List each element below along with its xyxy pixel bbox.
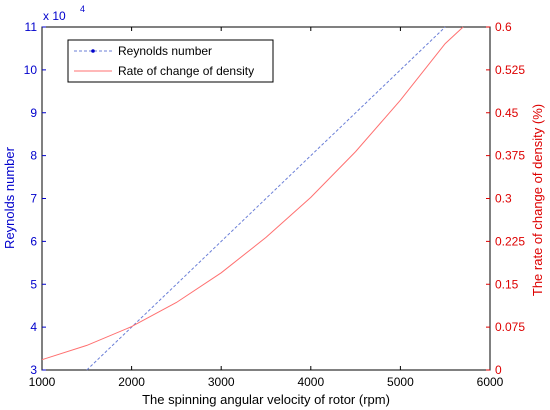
left-y-axis-label: Reynolds number bbox=[2, 146, 17, 249]
series-line-reynolds bbox=[86, 26, 446, 371]
left-axis-exponent: x 10 4 bbox=[43, 4, 85, 23]
right-tick-label: 0.525 bbox=[495, 63, 525, 77]
right-tick-label: 0.45 bbox=[495, 106, 519, 120]
left-tick-label: 9 bbox=[30, 106, 37, 120]
series-layer bbox=[41, 26, 464, 371]
x-tick-label: 5000 bbox=[387, 375, 414, 389]
tick-labels: 1000 2000 3000 4000 5000 6000 3 4 5 6 7 8 9 10 11 0 0.07… bbox=[24, 20, 526, 389]
x-tick-label: 3000 bbox=[208, 375, 235, 389]
left-tick-label: 3 bbox=[30, 363, 37, 377]
legend-label-reynolds: Reynolds number bbox=[118, 44, 212, 58]
left-axis-exponent-power: 4 bbox=[80, 4, 85, 14]
plot-background bbox=[41, 26, 491, 371]
right-tick-label: 0.225 bbox=[495, 234, 525, 248]
x-axis-label: The spinning angular velocity of rotor (… bbox=[142, 392, 390, 407]
left-axis-exponent-base: x 10 bbox=[43, 9, 66, 23]
left-tick-label: 10 bbox=[24, 63, 38, 77]
legend-box bbox=[67, 39, 274, 83]
right-tick-label: 0 bbox=[495, 363, 502, 377]
legend-label-density: Rate of change of density bbox=[118, 64, 254, 78]
left-tick-label: 11 bbox=[25, 20, 38, 34]
right-tick-label: 0.075 bbox=[495, 320, 525, 334]
legend-marker-reynolds bbox=[91, 49, 95, 53]
x-tick-label: 4000 bbox=[297, 375, 324, 389]
tick-marks bbox=[41, 26, 491, 371]
x-tick-label: 6000 bbox=[477, 375, 504, 389]
series-line-density bbox=[41, 26, 464, 361]
legend: Reynolds number Rate of change of densit… bbox=[67, 39, 274, 83]
left-tick-label: 6 bbox=[30, 234, 37, 248]
right-tick-label: 0.15 bbox=[495, 277, 519, 291]
right-y-axis-label: The rate of change of density (%) bbox=[530, 104, 545, 296]
left-tick-label: 5 bbox=[30, 277, 37, 291]
left-tick-label: 7 bbox=[30, 192, 37, 206]
left-tick-label: 8 bbox=[30, 149, 37, 163]
x-tick-label: 1000 bbox=[29, 375, 56, 389]
right-tick-label: 0.6 bbox=[495, 20, 512, 34]
x-tick-label: 2000 bbox=[118, 375, 145, 389]
left-tick-label: 4 bbox=[30, 320, 37, 334]
right-tick-label: 0.375 bbox=[495, 149, 525, 163]
right-tick-label: 0.3 bbox=[495, 192, 512, 206]
